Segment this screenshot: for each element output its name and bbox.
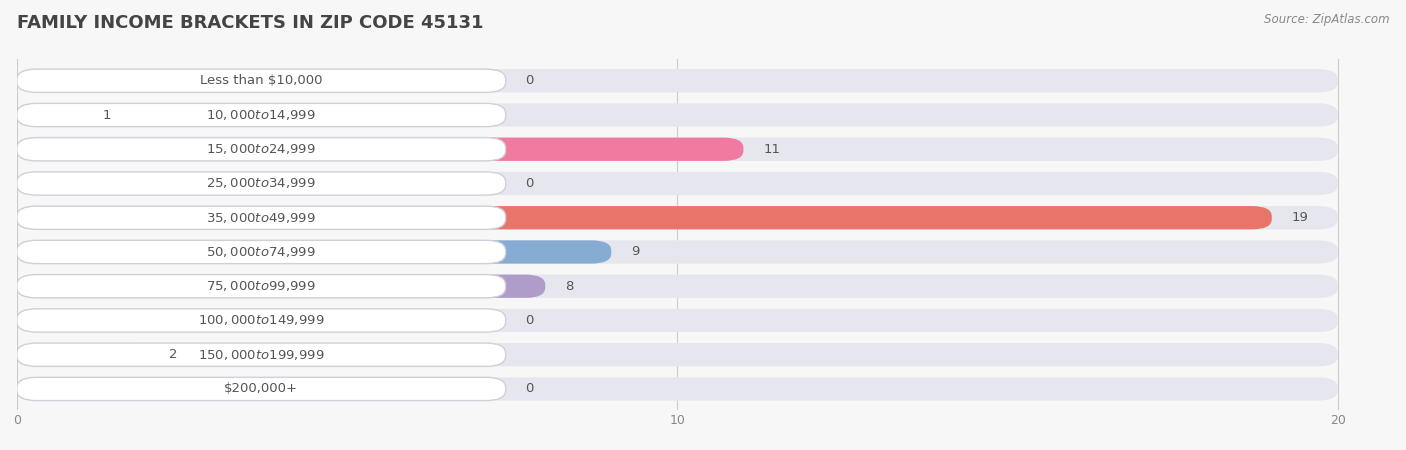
Text: Source: ZipAtlas.com: Source: ZipAtlas.com [1264,14,1389,27]
FancyBboxPatch shape [17,274,546,298]
Text: $50,000 to $74,999: $50,000 to $74,999 [207,245,316,259]
Text: 0: 0 [526,314,534,327]
FancyBboxPatch shape [17,274,506,298]
FancyBboxPatch shape [17,377,506,400]
Text: $100,000 to $149,999: $100,000 to $149,999 [198,314,325,328]
FancyBboxPatch shape [17,343,506,366]
Text: 8: 8 [565,280,574,292]
Text: 11: 11 [763,143,780,156]
Text: 0: 0 [526,74,534,87]
FancyBboxPatch shape [17,69,506,92]
FancyBboxPatch shape [17,138,506,161]
FancyBboxPatch shape [17,309,506,332]
Text: 0: 0 [526,382,534,396]
Text: 9: 9 [631,246,640,258]
FancyBboxPatch shape [17,206,1339,230]
FancyBboxPatch shape [17,172,1339,195]
FancyBboxPatch shape [17,206,506,230]
Text: $25,000 to $34,999: $25,000 to $34,999 [207,176,316,190]
FancyBboxPatch shape [17,104,506,126]
Text: $10,000 to $14,999: $10,000 to $14,999 [207,108,316,122]
FancyBboxPatch shape [17,104,1339,126]
Text: 2: 2 [169,348,177,361]
FancyBboxPatch shape [17,206,1272,230]
FancyBboxPatch shape [17,172,506,195]
FancyBboxPatch shape [17,377,1339,400]
FancyBboxPatch shape [17,240,612,264]
FancyBboxPatch shape [17,309,1339,332]
Text: FAMILY INCOME BRACKETS IN ZIP CODE 45131: FAMILY INCOME BRACKETS IN ZIP CODE 45131 [17,14,484,32]
Text: $75,000 to $99,999: $75,000 to $99,999 [207,279,316,293]
FancyBboxPatch shape [17,138,1339,161]
Text: $150,000 to $199,999: $150,000 to $199,999 [198,348,325,362]
FancyBboxPatch shape [17,240,1339,264]
Text: $35,000 to $49,999: $35,000 to $49,999 [207,211,316,225]
Text: $15,000 to $24,999: $15,000 to $24,999 [207,142,316,156]
FancyBboxPatch shape [17,274,1339,298]
FancyBboxPatch shape [17,343,1339,366]
FancyBboxPatch shape [17,69,1339,92]
Text: $200,000+: $200,000+ [224,382,298,396]
Text: 19: 19 [1292,211,1309,224]
Text: Less than $10,000: Less than $10,000 [200,74,322,87]
FancyBboxPatch shape [17,240,506,264]
Text: 1: 1 [103,108,111,122]
FancyBboxPatch shape [17,104,83,126]
FancyBboxPatch shape [17,343,149,366]
FancyBboxPatch shape [17,138,744,161]
Text: 0: 0 [526,177,534,190]
